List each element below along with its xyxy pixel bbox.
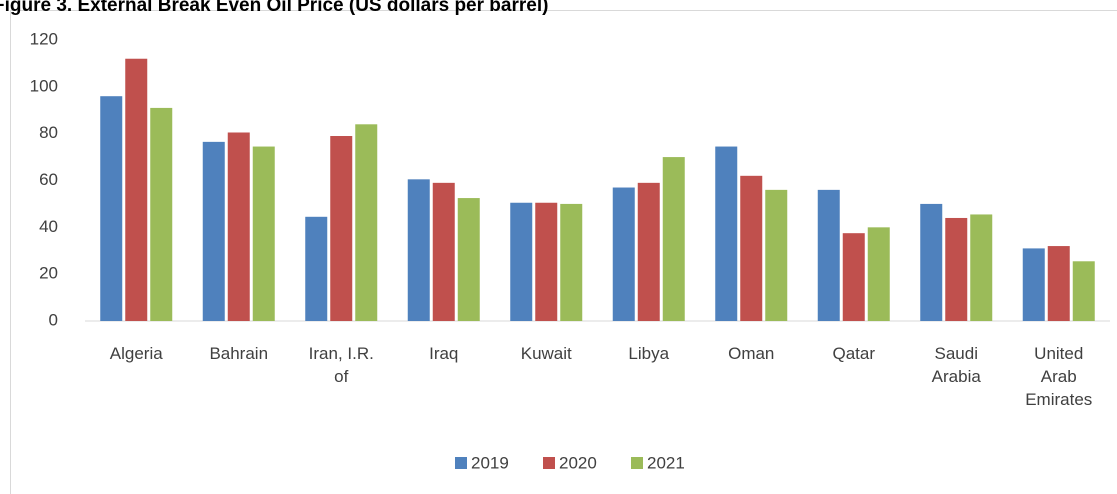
bar bbox=[457, 198, 480, 321]
y-tick-label: 0 bbox=[49, 310, 58, 329]
bar bbox=[637, 182, 660, 321]
bar bbox=[150, 107, 173, 322]
bar bbox=[1047, 246, 1070, 321]
y-tick-label: 100 bbox=[30, 76, 58, 95]
bar bbox=[330, 136, 353, 321]
y-tick-label: 60 bbox=[39, 170, 58, 189]
legend-label: 2020 bbox=[559, 453, 597, 472]
y-tick-label: 20 bbox=[39, 264, 58, 283]
bar bbox=[510, 202, 533, 321]
bar bbox=[407, 179, 430, 321]
bar bbox=[560, 203, 583, 321]
x-tick-label: Qatar bbox=[832, 344, 876, 363]
bar bbox=[662, 157, 685, 321]
bar bbox=[305, 216, 328, 321]
x-tick-label: Oman bbox=[728, 344, 775, 363]
x-tick-label: Saudi Arabia bbox=[931, 344, 981, 386]
chart-border bbox=[10, 10, 1117, 494]
bar bbox=[1072, 261, 1095, 321]
bar bbox=[125, 58, 148, 321]
bar bbox=[432, 182, 455, 321]
bar bbox=[355, 124, 378, 321]
x-tick-label: Libya bbox=[628, 344, 670, 363]
bar bbox=[740, 175, 763, 321]
x-tick-label: Iran, I.R. of bbox=[308, 344, 374, 386]
bar bbox=[817, 189, 840, 321]
bar bbox=[867, 227, 890, 321]
bar bbox=[202, 141, 225, 321]
legend-label: 2019 bbox=[471, 453, 509, 472]
x-tick-label: Bahrain bbox=[209, 344, 269, 363]
bar bbox=[612, 187, 635, 321]
bar bbox=[920, 203, 943, 321]
chart-title: Figure 3. External Break Even Oil Price … bbox=[0, 0, 548, 16]
legend-swatch bbox=[631, 457, 643, 469]
x-tick-label: Kuwait bbox=[520, 344, 572, 363]
bar bbox=[1022, 248, 1045, 321]
legend-swatch bbox=[455, 457, 467, 469]
x-tick-label: United Arab Emirates bbox=[1025, 344, 1093, 409]
x-tick-label: Algeria bbox=[109, 344, 163, 363]
bar bbox=[765, 189, 788, 321]
bar bbox=[970, 214, 993, 321]
y-tick-label: 80 bbox=[39, 123, 58, 142]
y-tick-label: 40 bbox=[39, 217, 58, 236]
bar bbox=[227, 132, 250, 321]
bar bbox=[100, 96, 123, 321]
x-tick-label: Iraq bbox=[429, 344, 459, 363]
bar bbox=[842, 233, 865, 321]
bar bbox=[715, 146, 738, 321]
bar bbox=[535, 202, 558, 321]
legend-swatch bbox=[543, 457, 555, 469]
y-tick-label: 120 bbox=[30, 29, 58, 48]
bar bbox=[252, 146, 275, 321]
legend-label: 2021 bbox=[647, 453, 685, 472]
bar bbox=[945, 217, 968, 321]
